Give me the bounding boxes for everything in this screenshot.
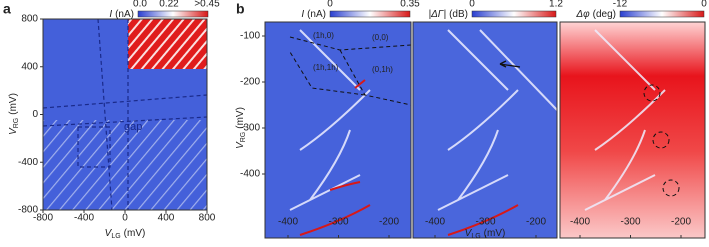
subscript: RG <box>13 118 20 129</box>
heatmap <box>413 22 557 238</box>
axis-label: VRG (mV) <box>235 107 247 149</box>
colorbar <box>471 10 557 18</box>
features <box>289 29 666 211</box>
unit: (mV) <box>8 93 19 115</box>
colorbar-tick-label: 0 <box>469 0 475 10</box>
y-tick-label: -400 <box>240 169 260 180</box>
symbol: Δφ <box>575 9 590 20</box>
symbol: |ΔΓ| <box>428 9 446 20</box>
colorbar <box>329 10 411 18</box>
colorbar-tick-label: 0.0 <box>133 0 147 10</box>
x-tick-label: -400 <box>425 217 445 228</box>
axis-label: VLG (mV) <box>105 228 146 240</box>
heatmap-region <box>128 19 207 69</box>
features <box>354 79 519 236</box>
axis-label: I (nA) <box>301 9 326 20</box>
y-tick-label: -100 <box>240 31 260 42</box>
unit: (dB) <box>449 9 468 20</box>
unit: (mV) <box>124 228 146 239</box>
unit: (nA) <box>307 9 326 20</box>
unit: (mV) <box>484 228 506 239</box>
x-tick-label: -200 <box>526 217 546 228</box>
symbol: V <box>105 228 113 239</box>
dashed-lines <box>42 18 208 211</box>
unit: (nA) <box>115 9 134 20</box>
axis-label: VRG (mV) <box>8 93 20 135</box>
subscript: LG <box>471 233 480 240</box>
colorbar-tick-label: 0 <box>701 0 707 10</box>
heatmap <box>265 22 411 238</box>
y-tick-label: -300 <box>240 123 260 134</box>
x-tick-label: -200 <box>671 217 691 228</box>
y-tick-label: 0 <box>32 109 38 120</box>
colorbar <box>619 10 705 18</box>
symbol: I <box>301 9 304 20</box>
y-tick-label: 800 <box>21 14 38 25</box>
panel-a: a gap <box>3 1 209 211</box>
symbol: V <box>235 141 246 149</box>
annotation: (0,0) <box>372 33 389 42</box>
features <box>299 181 371 236</box>
x-tick-label: 0 <box>122 213 128 224</box>
colorbar-tick-label: 0.35 <box>400 0 420 10</box>
subscript: RG <box>240 132 247 143</box>
colorbar <box>137 10 209 18</box>
unit: (deg) <box>593 9 616 20</box>
x-tick-label: 800 <box>199 213 216 224</box>
figure: a gap b (1h,0) (0,0) (1h,1h) (0,1h) -800… <box>3 0 708 240</box>
axis-label: |ΔΓ| (dB) <box>428 9 468 20</box>
annotation: (0,1h) <box>372 65 393 74</box>
panel-label: b <box>236 1 245 17</box>
symbol: V <box>8 127 19 135</box>
x-tick-label: -300 <box>328 217 348 228</box>
axis-label: I (nA) <box>109 9 134 20</box>
x-tick-label: -800 <box>33 213 53 224</box>
y-tick-label: -400 <box>18 157 38 168</box>
symbol: I <box>109 9 112 20</box>
y-tick-label: 400 <box>21 61 38 72</box>
annotation: gap <box>124 121 142 133</box>
x-tick-label: -400 <box>74 213 94 224</box>
colorbar-tick-label: 0 <box>327 0 333 10</box>
annotation: (1h,1h) <box>313 63 339 72</box>
colorbar-tick-label: 0.22 <box>159 0 179 10</box>
dashed-lines <box>289 36 680 197</box>
x-tick-label: 400 <box>158 213 175 224</box>
colorbar-tick-label: -12 <box>613 0 628 10</box>
y-tick-label: -200 <box>240 77 260 88</box>
unit: (mV) <box>235 107 246 129</box>
x-tick-label: -200 <box>379 217 399 228</box>
y-tick-label: -800 <box>18 205 38 216</box>
x-tick-label: -300 <box>620 217 640 228</box>
panel-b: b (1h,0) (0,0) (1h,1h) (0,1h) <box>236 1 706 239</box>
heatmap <box>560 22 705 238</box>
axis-label: VLG (mV) <box>465 228 506 240</box>
panel-label: a <box>3 1 11 17</box>
colorbar-tick-label: >0.45 <box>194 0 220 10</box>
axis-label: Δφ (deg) <box>575 9 616 20</box>
subscript: LG <box>111 233 120 240</box>
x-tick-label: -300 <box>475 217 495 228</box>
x-tick-label: -400 <box>570 217 590 228</box>
symbol: V <box>465 228 473 239</box>
annotation: (1h,0) <box>313 31 334 40</box>
arrow <box>499 60 521 68</box>
x-tick-label: -400 <box>278 217 298 228</box>
colorbar-tick-label: 1.2 <box>549 0 563 10</box>
heatmap-texture <box>43 120 207 210</box>
